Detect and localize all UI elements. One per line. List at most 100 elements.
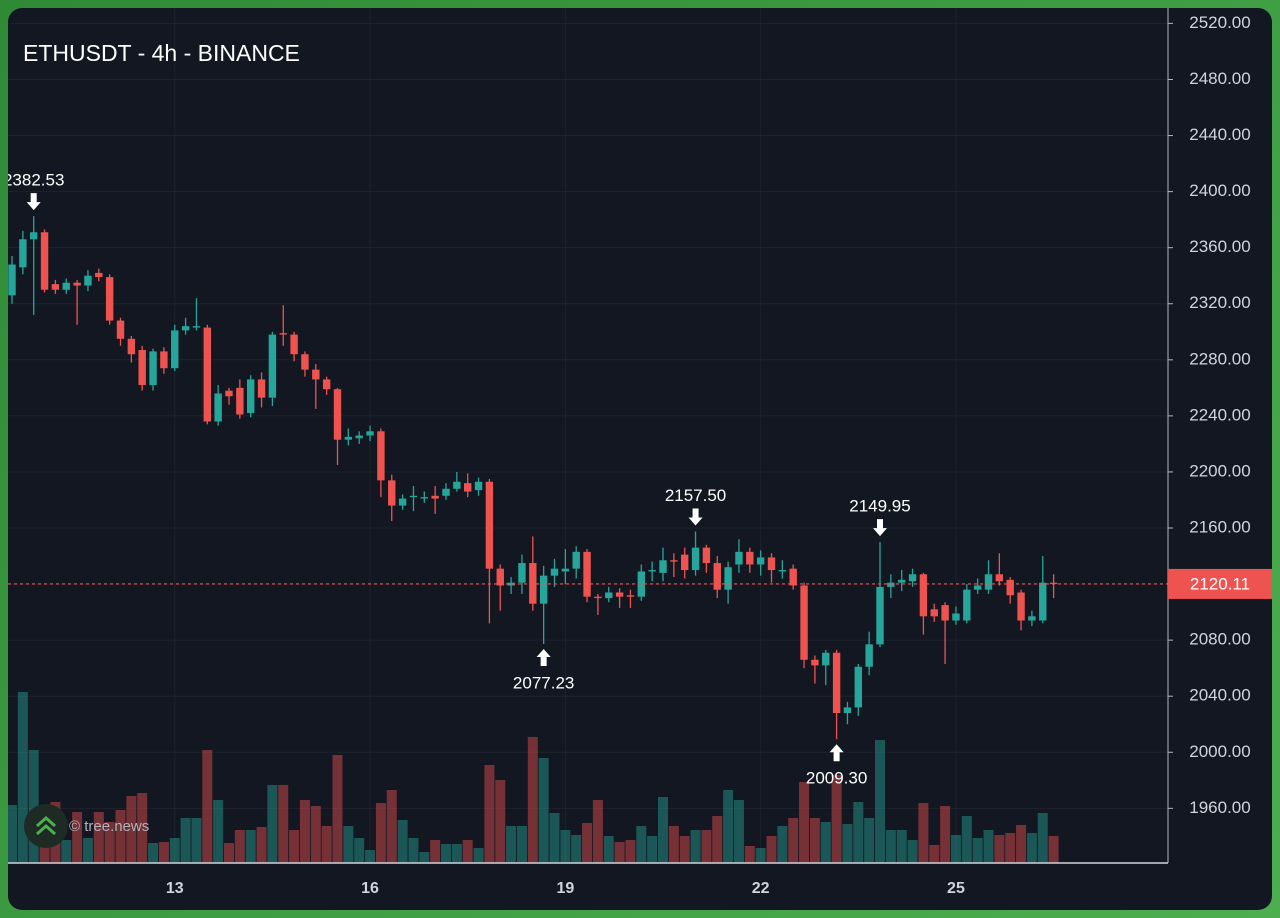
candle-body (691, 547, 700, 571)
low-label: 2077.23 (513, 674, 574, 693)
volume-bar (918, 803, 929, 863)
volume-bar (1048, 836, 1059, 863)
candle-body (822, 652, 830, 666)
candle-body (637, 571, 645, 597)
volume-bar (386, 790, 397, 863)
volume-bar (853, 802, 864, 863)
volume-bar (397, 820, 408, 863)
candle-body (702, 547, 711, 564)
candle-body (973, 585, 982, 590)
volume-bar (441, 844, 451, 863)
y-tick-label: 1960.00 (1189, 798, 1250, 817)
candle-body (572, 551, 580, 569)
candle-body (344, 436, 353, 440)
grid (8, 8, 1168, 863)
volume-bar (647, 836, 658, 863)
candle-body (876, 586, 884, 645)
x-tick-label: 22 (752, 880, 770, 897)
volume-bar (560, 830, 571, 863)
plot-area: 2382.53 2157.50 2149.95 2077.23 2009.30 (8, 171, 1168, 863)
candle-body (192, 326, 201, 328)
volume-bar (809, 818, 820, 863)
volume-bar (690, 830, 701, 863)
candle-body (1017, 592, 1025, 621)
candle-body (290, 334, 298, 355)
volume-bar (213, 800, 224, 863)
candle-body (605, 592, 613, 599)
y-tick-label: 2440.00 (1189, 125, 1250, 144)
volume-bar (571, 835, 582, 863)
candle-body (778, 570, 787, 572)
candle-body (181, 326, 190, 331)
volume-bar (1005, 833, 1016, 863)
candle-body (843, 707, 852, 714)
candle-body (865, 644, 873, 667)
y-tick-label: 2520.00 (1189, 13, 1250, 32)
candle-body (322, 379, 331, 390)
candle-body (919, 574, 928, 617)
candle-body (84, 275, 92, 286)
volume-bar (538, 758, 549, 863)
volume-bar (256, 827, 267, 863)
candle-body (984, 574, 993, 590)
candle-body (420, 497, 428, 499)
candle-body (670, 560, 678, 562)
candle-body (908, 574, 917, 582)
volume-bar (658, 797, 668, 863)
candle-body (73, 282, 81, 286)
chart: 2382.53 2157.50 2149.95 2077.23 2009.30 1960… (8, 8, 1272, 897)
volume-bar (299, 800, 310, 863)
candle-body (225, 390, 233, 397)
volume-bar (343, 826, 354, 863)
volume-bar (896, 830, 907, 863)
y-tick-label: 2200.00 (1189, 461, 1250, 480)
volume-bar (766, 836, 777, 863)
candle-body (626, 595, 635, 597)
candle-body (40, 232, 49, 290)
volume-bar (104, 822, 115, 863)
chart-frame: 2382.53 2157.50 2149.95 2077.23 2009.30 1960… (8, 8, 1272, 910)
volume-bar (310, 806, 321, 863)
volume-bar (527, 737, 538, 863)
x-tick-label: 19 (556, 880, 574, 897)
candle-body (377, 431, 385, 481)
candle-body (453, 481, 461, 489)
volume-bar (495, 780, 506, 863)
volume-bar (940, 806, 951, 863)
volume-bar (603, 836, 614, 863)
candle-body (767, 557, 776, 571)
volume-bar (419, 852, 430, 863)
volume-bar (278, 785, 289, 863)
volume-bar (994, 835, 1005, 863)
volume-bar (451, 844, 462, 863)
chart-title: ETHUSDT - 4h - BINANCE (23, 40, 300, 66)
volume-bar (668, 826, 679, 863)
volume-bar (549, 813, 560, 863)
volume-bar (234, 830, 245, 863)
candle-body (648, 570, 656, 572)
volume-bar (885, 830, 896, 863)
volume-bar (169, 838, 180, 863)
volume-bar (180, 818, 191, 863)
y-tick-label: 2240.00 (1189, 405, 1250, 424)
candle-body (1006, 579, 1014, 596)
candle-body (496, 568, 504, 586)
candle-body (615, 592, 624, 597)
candle-body (127, 338, 136, 355)
volume-bar (430, 840, 441, 863)
candle-body (800, 585, 808, 660)
y-tick-label: 2000.00 (1189, 742, 1250, 761)
candle-body (811, 659, 819, 666)
candle-body (203, 327, 211, 422)
candle-body (312, 369, 320, 380)
candle-body (464, 483, 472, 492)
volume-bar (723, 790, 734, 863)
candle-body (268, 334, 277, 398)
candle-body (105, 277, 114, 321)
candle-body (30, 232, 38, 240)
watermark-logo (24, 804, 68, 848)
candle-body (756, 557, 765, 565)
volume-bar (592, 800, 603, 863)
y-tick-label: 2040.00 (1189, 686, 1250, 705)
